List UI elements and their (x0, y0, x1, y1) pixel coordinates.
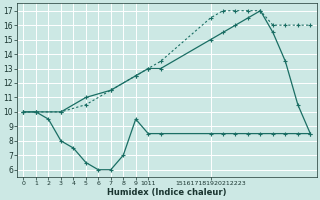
X-axis label: Humidex (Indice chaleur): Humidex (Indice chaleur) (107, 188, 227, 197)
